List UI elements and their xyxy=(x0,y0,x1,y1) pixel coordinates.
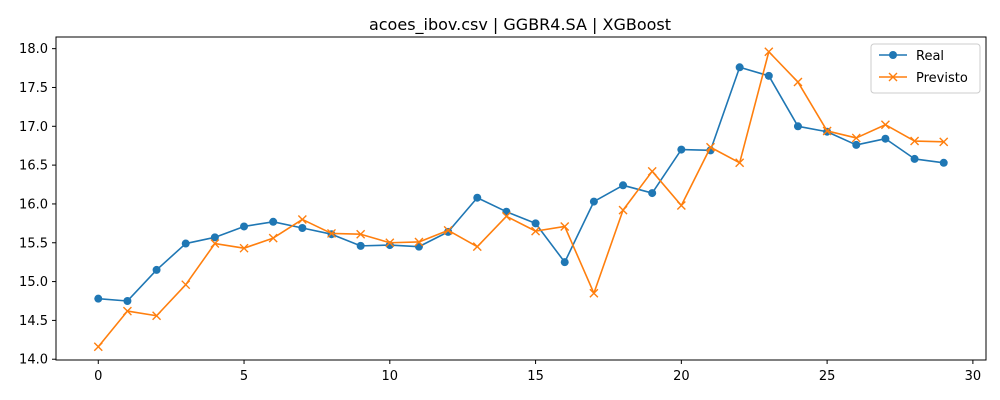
data-point-previsto xyxy=(93,342,103,352)
data-point-previsto xyxy=(676,200,686,210)
data-point-previsto xyxy=(735,158,745,168)
legend-box xyxy=(870,43,981,94)
legend-label-real: Real xyxy=(916,49,944,64)
data-point-real xyxy=(939,158,948,167)
data-point-real xyxy=(298,224,307,233)
data-point-real xyxy=(910,154,919,163)
data-point-real xyxy=(210,233,219,242)
y-tick-label: 14.0 xyxy=(19,353,48,368)
data-point-previsto xyxy=(501,211,511,221)
data-point-previsto xyxy=(706,142,715,152)
data-point-previsto xyxy=(181,280,191,290)
data-point-previsto xyxy=(472,242,482,252)
series-line-previsto xyxy=(97,50,944,348)
data-point-real xyxy=(560,258,569,267)
data-point-real xyxy=(240,222,249,231)
x-tick-label: 25 xyxy=(819,369,836,384)
data-point-previsto xyxy=(764,47,774,57)
y-tick-label: 16.0 xyxy=(19,197,48,212)
data-point-previsto xyxy=(414,237,424,247)
data-point-previsto xyxy=(851,133,861,143)
data-point-previsto xyxy=(910,136,920,146)
data-point-real xyxy=(589,197,598,206)
chart-title: acoes_ibov.csv | GGBR4.SA | XGBoost xyxy=(369,15,671,35)
data-point-previsto xyxy=(239,243,249,253)
legend: Real Previsto xyxy=(870,43,981,94)
y-tick-label: 16.5 xyxy=(19,159,48,174)
data-point-previsto xyxy=(880,120,890,130)
y-tick-label: 17.0 xyxy=(19,120,48,135)
plot-area xyxy=(93,47,949,352)
y-tick-label: 18.0 xyxy=(19,42,48,57)
data-point-real xyxy=(531,219,540,228)
y-tick-label: 14.5 xyxy=(19,314,48,329)
data-point-previsto xyxy=(939,137,949,147)
x-tick-label: 10 xyxy=(382,369,399,384)
legend-label-previsto: Previsto xyxy=(916,71,968,86)
data-point-previsto xyxy=(268,233,278,243)
data-point-previsto xyxy=(443,225,453,235)
data-point-real xyxy=(677,145,686,154)
y-tick-label: 15.5 xyxy=(19,236,48,251)
data-point-previsto xyxy=(531,226,541,236)
data-point-previsto xyxy=(618,205,628,215)
axes: 0 5 10 15 20 25 30 14.0 14.5 15.0 15.5 16.0 16.5 17.0… xyxy=(19,36,987,384)
data-point-real xyxy=(881,134,890,143)
data-point-real xyxy=(473,193,482,202)
data-point-real xyxy=(852,140,861,149)
legend-previsto-marker xyxy=(888,72,898,82)
data-point-previsto xyxy=(589,288,599,298)
data-point-previsto xyxy=(356,229,366,239)
x-tick-label: 15 xyxy=(527,369,544,384)
data-point-real xyxy=(735,63,744,72)
x-tick-label: 0 xyxy=(94,369,102,384)
x-tick-label: 20 xyxy=(673,369,690,384)
data-point-previsto xyxy=(122,306,132,316)
y-tick-label: 17.5 xyxy=(19,81,48,96)
data-point-previsto xyxy=(385,238,395,248)
data-point-real xyxy=(648,189,657,198)
data-point-previsto xyxy=(297,214,307,224)
y-tick-label: 15.0 xyxy=(19,275,48,290)
legend-real-marker xyxy=(889,51,897,59)
data-point-previsto xyxy=(822,126,832,136)
series-line-real xyxy=(98,66,944,302)
x-tick-label: 30 xyxy=(965,369,982,384)
data-point-previsto xyxy=(647,166,657,176)
data-point-real xyxy=(793,122,802,131)
data-point-previsto xyxy=(793,77,803,87)
axes-frame xyxy=(55,36,987,361)
data-point-real xyxy=(619,181,628,190)
data-point-real xyxy=(764,71,773,80)
data-point-real xyxy=(181,239,190,248)
x-tick-label: 5 xyxy=(240,369,248,384)
data-point-real xyxy=(444,227,453,236)
data-point-real xyxy=(269,217,278,226)
data-point-real xyxy=(152,265,161,274)
data-point-real xyxy=(356,241,365,250)
data-point-previsto xyxy=(210,239,220,249)
data-point-previsto xyxy=(560,221,570,231)
data-point-previsto xyxy=(152,311,162,321)
data-point-previsto xyxy=(327,228,336,238)
data-point-real xyxy=(123,296,132,305)
data-point-real xyxy=(94,294,103,303)
